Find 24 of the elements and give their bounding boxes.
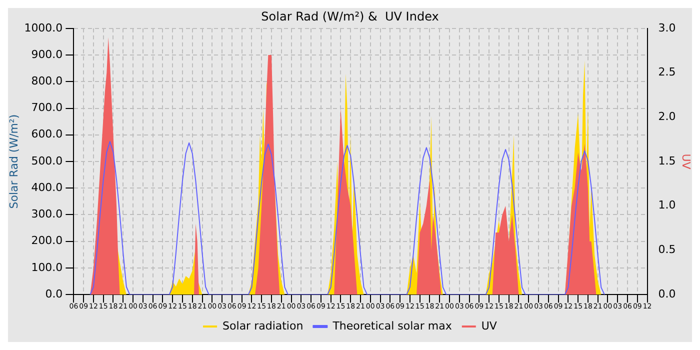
y-tick-label: 700.0: [31, 101, 63, 114]
y-tick-label: 400.0: [31, 180, 63, 194]
y-tick-label: 300.0: [31, 208, 63, 221]
legend-label: Theoretical solar max: [332, 319, 452, 332]
y2-tick-label: 0.0: [658, 287, 676, 300]
y-tick-label: 800.0: [31, 74, 63, 88]
y-axis-title: Solar Rad (W/m²): [7, 114, 20, 209]
y-tick-label: 600.0: [31, 128, 63, 141]
y2-tick-label: 3.0: [658, 21, 676, 34]
y-tick-label: 100.0: [31, 260, 63, 274]
legend-label: UV: [481, 319, 498, 332]
y2-tick-label: 0.5: [658, 243, 676, 256]
y2-tick-label: 1.0: [658, 198, 676, 212]
y2-tick-label: 2.0: [658, 110, 676, 123]
chart-title: Solar Rad (W/m²) & UV Index: [261, 9, 439, 24]
y2-tick-label: 2.5: [658, 66, 676, 79]
y2-axis-title: UV: [680, 154, 693, 170]
legend-label: Solar radiation: [222, 319, 304, 332]
y-tick-label: 200.0: [31, 234, 63, 248]
y2-tick-label: 1.5: [658, 154, 676, 168]
y-tick-label: 0.0: [45, 287, 63, 300]
y-tick-label: 1000.0: [24, 21, 63, 34]
y-tick-label: 900.0: [31, 48, 63, 61]
y-tick-label: 500.0: [31, 154, 63, 168]
